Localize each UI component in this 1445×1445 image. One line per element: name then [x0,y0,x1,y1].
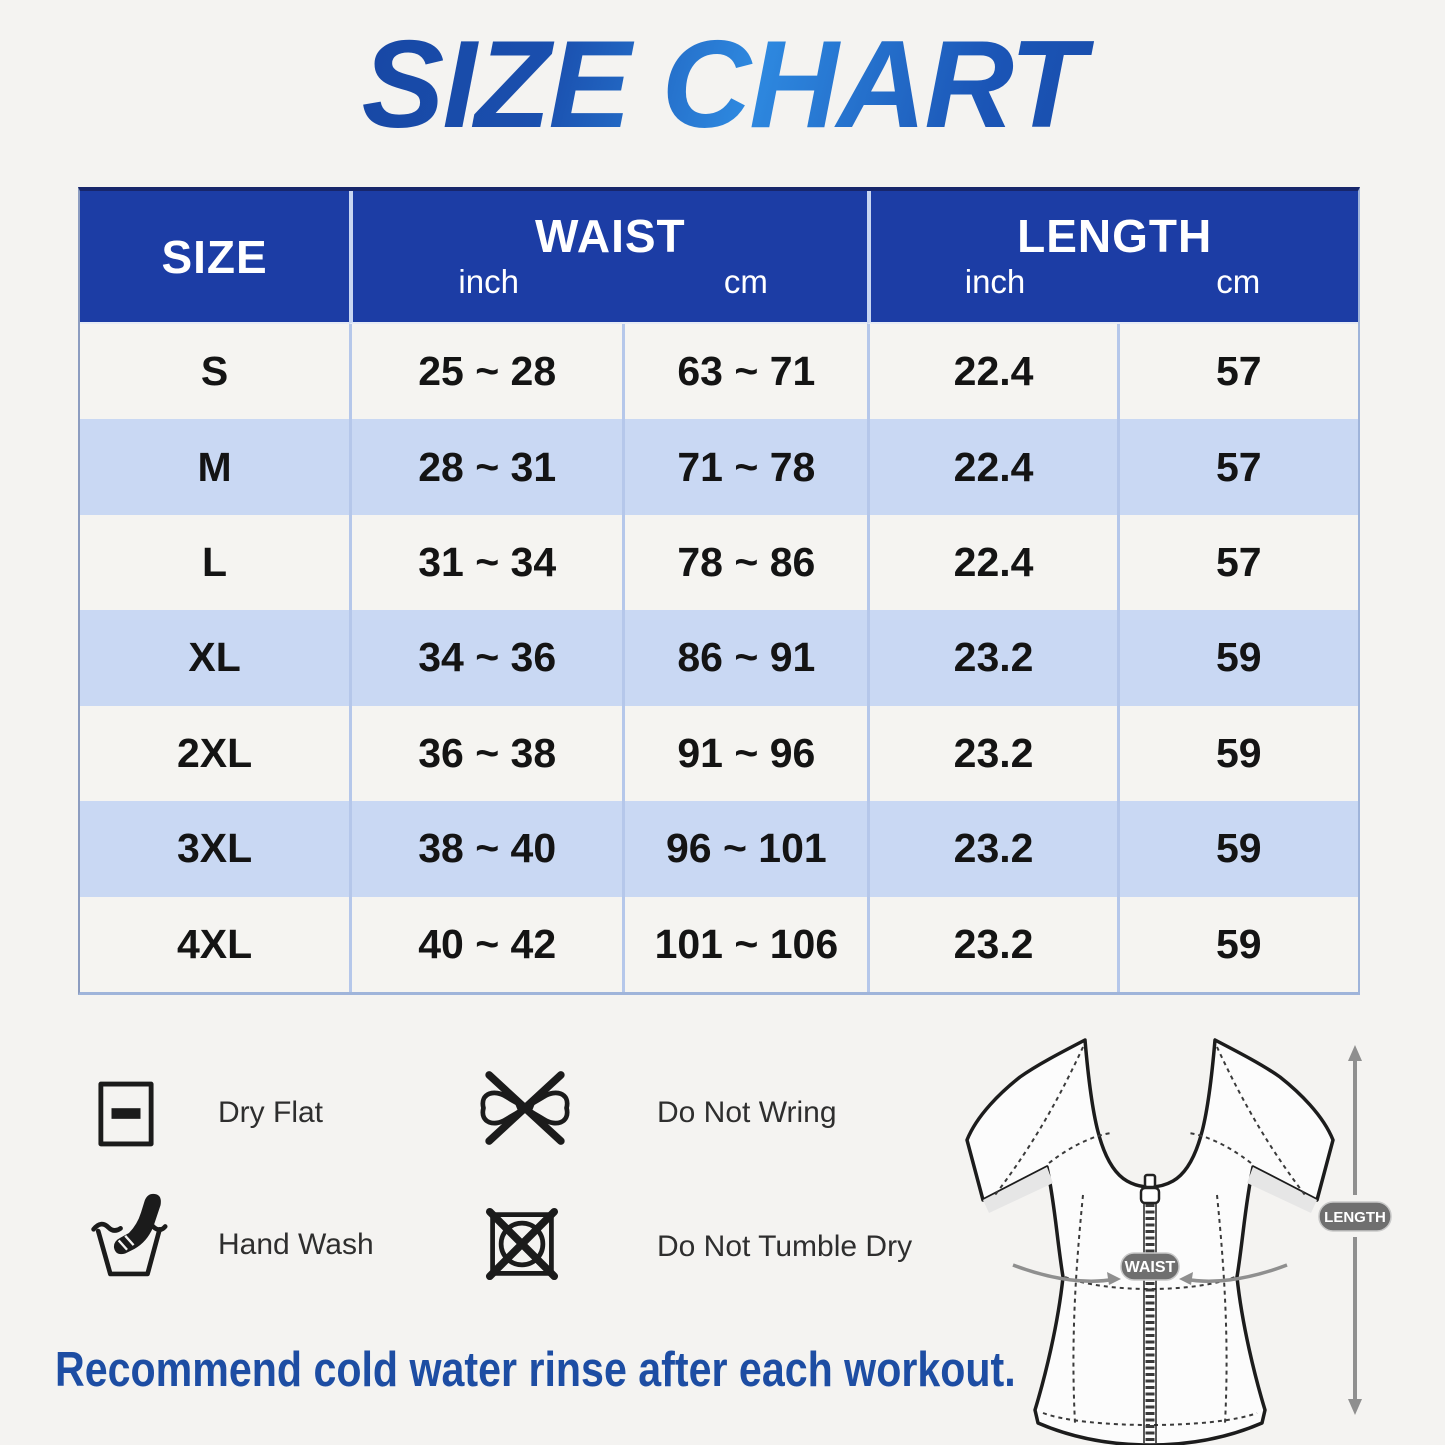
right-sleeve-band [1247,1167,1317,1213]
column-header-size: SIZE [80,191,350,324]
table-cell: 57 [1116,419,1358,515]
length-header-label: LENGTH [1017,210,1213,263]
waist-header-label: WAIST [534,210,686,263]
table-cell: 59 [1116,801,1358,897]
length-badge: LENGTH [1318,1201,1392,1232]
table-cell: S [80,324,350,420]
table-cell: 22.4 [867,324,1117,420]
table-cell: 96 ~ 101 [622,801,868,897]
table-cell: 91 ~ 96 [622,705,868,802]
table-cell: 23.2 [867,705,1117,802]
table-cell: 31 ~ 34 [349,514,623,611]
table-cell: XL [80,610,350,706]
do-not-tumble-dry-icon [485,1206,559,1282]
table-cell: 63 ~ 71 [622,324,868,420]
table-cell: 23.2 [867,801,1117,897]
waist-badge-label: WAIST [1125,1259,1176,1276]
do-not-wring-icon [474,1068,576,1148]
table-cell: 2XL [80,705,350,802]
table-cell: 34 ~ 36 [349,610,623,706]
waist-inch-unit: inch [458,262,519,300]
table-cell: 86 ~ 91 [622,610,868,706]
shirt-outline [965,1038,1335,1445]
table-cell: 23.2 [867,610,1117,706]
length-cm-unit: cm [1216,262,1261,300]
table-cell: 22.4 [867,419,1117,515]
table-cell: 3XL [80,801,350,897]
length-arrow [1348,1045,1362,1415]
size-table: SIZE WAIST inch cm LENGTH inch cm S 25 ~… [78,187,1360,995]
table-cell: 78 ~ 86 [622,514,868,611]
zipper [1139,1173,1161,1443]
care-label-do-not-tumble-dry: Do Not Tumble Dry [657,1230,913,1263]
table-cell: 59 [1116,610,1358,706]
care-label-hand-wash: Hand Wash [218,1228,374,1261]
table-cell: 59 [1116,705,1358,802]
table-cell: 57 [1116,514,1358,611]
waist-units-row: inch cm [353,263,867,301]
waist-arrows [1012,1263,1288,1285]
length-units-row: inch cm [871,263,1357,301]
care-label-dry-flat: Dry Flat [218,1096,323,1129]
care-note: Recommend cold water rinse after each wo… [55,1343,1016,1397]
left-sleeve-band [983,1167,1053,1213]
waist-cm-unit: cm [723,262,768,300]
column-header-length: LENGTH inch cm [867,191,1358,324]
table-cell: 4XL [80,896,350,992]
page-title: SIZE CHART [0,14,1445,156]
table-cell: 22.4 [867,514,1117,611]
length-inch-unit: inch [964,262,1026,300]
table-cell: 28 ~ 31 [349,419,623,515]
table-cell: L [80,514,350,611]
garment-diagram: WAIST LENGTH [925,1015,1445,1445]
table-cell: M [80,419,350,515]
care-label-do-not-wring: Do Not Wring [657,1096,837,1129]
table-cell: 38 ~ 40 [349,801,623,897]
column-header-waist: WAIST inch cm [349,191,868,324]
table-cell: 59 [1116,896,1358,992]
length-badge-label: LENGTH [1324,1209,1386,1226]
table-cell: 25 ~ 28 [349,324,623,420]
table-cell: 71 ~ 78 [622,419,868,515]
hand-wash-icon [88,1186,168,1280]
waist-badge: WAIST [1120,1252,1180,1281]
table-cell: 36 ~ 38 [349,705,623,802]
table-cell: 23.2 [867,896,1117,992]
table-cell: 57 [1116,324,1358,420]
dry-flat-icon [97,1080,155,1148]
table-cell: 40 ~ 42 [349,896,623,992]
table-cell: 101 ~ 106 [622,896,868,992]
